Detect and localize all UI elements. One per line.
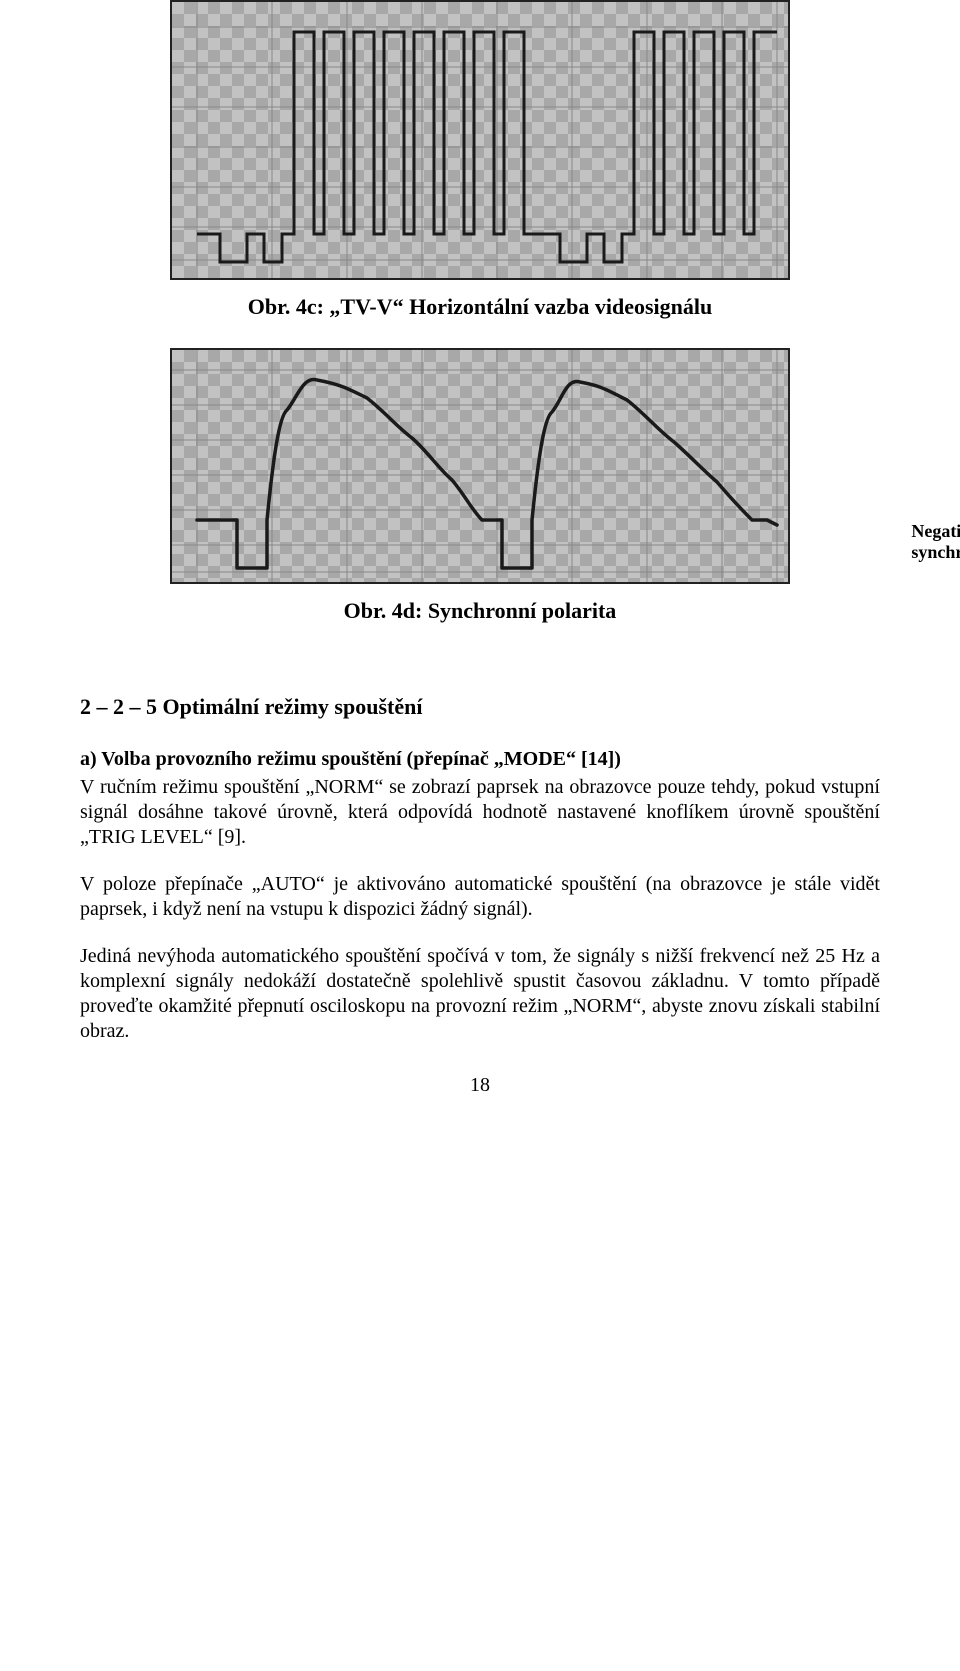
figure-4c-caption: Obr. 4c: „TV-V“ Horizontální vazba video… xyxy=(80,294,880,320)
sync-label-line2: synchronizace xyxy=(911,542,960,562)
paragraph-1: V ručním režimu spouštění „NORM“ se zobr… xyxy=(80,775,880,850)
figure-4d-caption: Obr. 4d: Synchronní polarita xyxy=(80,598,880,624)
sub-a-title: a) Volba provozního režimu spouštění (př… xyxy=(80,748,880,771)
figure-4d-wrapper: Negativní synchronizace xyxy=(80,348,880,584)
sync-label: Negativní synchronizace xyxy=(911,521,960,564)
paragraph-3: Jediná nevýhoda automatického spouštění … xyxy=(80,944,880,1044)
sync-label-line1: Negativní xyxy=(911,521,960,541)
figure-4d-scope xyxy=(170,348,790,584)
page-number: 18 xyxy=(80,1074,880,1097)
figure-4c-scope xyxy=(170,0,790,280)
figure-4c-wrapper xyxy=(80,0,880,280)
paragraph-2: V poloze přepínače „AUTO“ je aktivováno … xyxy=(80,872,880,922)
section-heading: 2 – 2 – 5 Optimální režimy spouštění xyxy=(80,694,880,720)
